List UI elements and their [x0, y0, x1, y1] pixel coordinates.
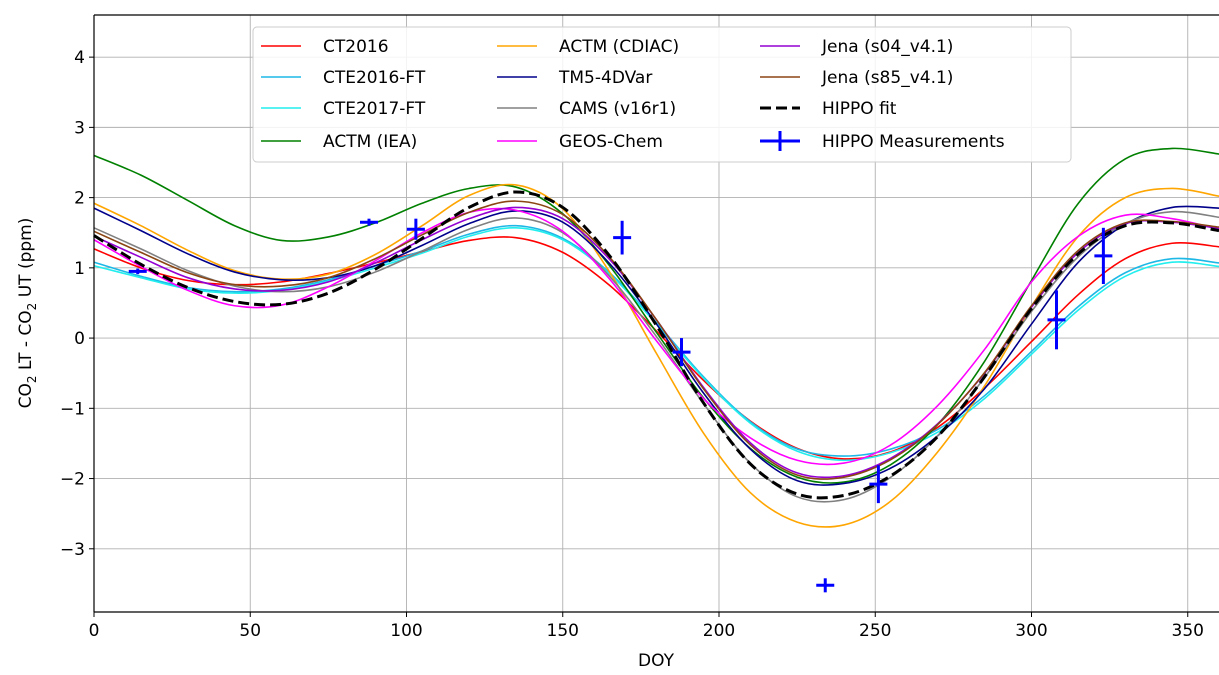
legend-label: GEOS-Chem	[559, 132, 663, 152]
y-tick-label: 4	[74, 48, 85, 68]
tick-labels: 0 50 100 150 200 250 300 350 −3 −2 −1 0 1 2 3 4	[60, 48, 1204, 641]
legend-entry-actm-cdiac: ACTM (CDIAC)	[497, 37, 679, 57]
hippo-point	[360, 218, 378, 226]
legend-entry-actm-iea: ACTM (IEA)	[261, 132, 417, 152]
legend-entry-cte2017-ft: CTE2017-FT	[261, 99, 426, 119]
legend-entry-hippo-measurements: HIPPO Measurements	[760, 131, 1005, 152]
legend-entry-cams-v16r1: CAMS (v16r1)	[497, 99, 676, 119]
hippo-point	[672, 338, 691, 367]
hippo-point	[869, 465, 888, 504]
x-axis-label: DOY	[638, 651, 675, 671]
series-line-cte2016-ft	[93, 224, 1219, 457]
y-tick-label: 0	[74, 329, 85, 349]
x-tick-label: 50	[239, 621, 261, 641]
series-line-hippo-fit	[93, 190, 1219, 500]
y-tick-label: 3	[74, 118, 85, 138]
hippo-point	[1047, 290, 1066, 350]
legend-entry-jena-s04-v4-1: Jena (s04_v4.1)	[760, 37, 953, 57]
legend-label: Jena (s85_v4.1)	[821, 68, 953, 88]
legend-label: CTE2016-FT	[323, 68, 426, 88]
hippo-point	[1094, 227, 1113, 285]
y-tick-label: −2	[60, 470, 85, 490]
y-tick-label: −1	[60, 399, 85, 419]
legend-label: Jena (s04_v4.1)	[821, 37, 953, 57]
legend-label: CT2016	[323, 37, 389, 57]
legend-label: ACTM (CDIAC)	[559, 37, 679, 57]
legend-entry-ct2016: CT2016	[261, 37, 389, 57]
series-line-ct2016	[93, 236, 1219, 460]
legend-entry-tm5-4dvar: TM5-4DVar	[497, 68, 652, 88]
series-line-jena-s85-v4-1	[93, 200, 1219, 480]
legend-label: TM5-4DVar	[558, 68, 652, 88]
y-axis-label: CO2 LT - CO2 UT (ppm)	[16, 218, 39, 409]
x-tick-label: 200	[703, 621, 735, 641]
hippo-point	[816, 578, 835, 593]
x-tick-label: 350	[1172, 621, 1204, 641]
legend-entry-jena-s85-v4-1: Jena (s85_v4.1)	[760, 68, 953, 88]
series-line-cams-v16r1	[93, 210, 1219, 503]
hippo-measurements	[128, 218, 1113, 593]
x-tick-label: 100	[390, 621, 422, 641]
legend-label: HIPPO Measurements	[822, 132, 1005, 152]
legend-entry-hippo-fit: HIPPO fit	[760, 99, 897, 119]
axes	[89, 14, 1219, 617]
x-tick-label: 250	[859, 621, 891, 641]
x-tick-label: 0	[89, 621, 100, 641]
legend-entry-geos-chem: GEOS-Chem	[497, 132, 663, 152]
legend: CT2016 CTE2016-FT CTE2017-FT ACTM (IEA) ACTM…	[252, 26, 1072, 163]
y-tick-label: 1	[74, 259, 85, 279]
y-tick-label: −3	[60, 540, 85, 560]
legend-label: ACTM (IEA)	[323, 132, 417, 152]
legend-entry-cte2016-ft: CTE2016-FT	[261, 68, 426, 88]
hippo-point	[128, 268, 147, 275]
hippo-point	[613, 220, 632, 255]
series-line-geos-chem	[93, 207, 1219, 466]
legend-label: CTE2017-FT	[323, 99, 426, 119]
legend-box	[252, 26, 1072, 163]
legend-label: CAMS (v16r1)	[559, 99, 676, 119]
y-tick-label: 2	[74, 189, 85, 209]
hippo-point	[406, 218, 425, 240]
legend-label: HIPPO fit	[822, 99, 897, 119]
x-tick-label: 150	[547, 621, 579, 641]
series-layer	[93, 147, 1219, 528]
series-line-actm-iea	[93, 147, 1219, 484]
x-tick-label: 300	[1015, 621, 1047, 641]
